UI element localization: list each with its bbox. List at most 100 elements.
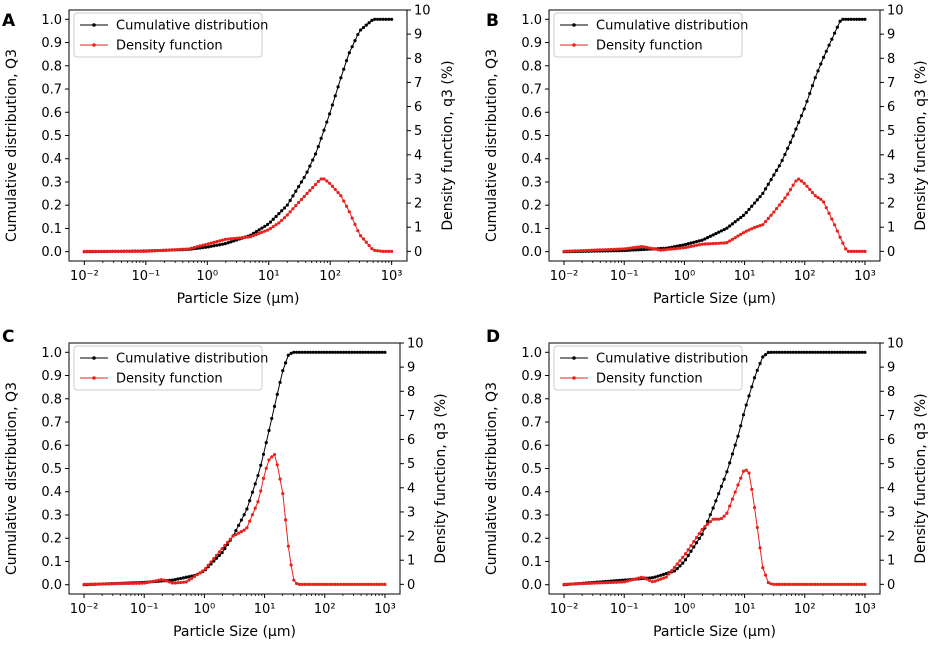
data-point xyxy=(232,236,236,241)
data-point xyxy=(841,241,845,245)
data-point xyxy=(372,350,376,354)
data-point xyxy=(747,207,751,212)
data-point xyxy=(741,469,746,473)
data-point xyxy=(620,247,624,251)
y-left-tick-label: 0.8 xyxy=(41,392,62,407)
data-point xyxy=(209,244,213,248)
data-point xyxy=(87,582,92,586)
y-right-tick-label: 1 xyxy=(407,554,415,569)
data-point xyxy=(361,350,365,354)
data-point xyxy=(728,461,732,465)
data-point xyxy=(722,227,726,232)
panel-c: C 10⁻² 10⁻¹ 10⁰ 10¹ 10² 10³ 0.0 0.1 0.2 0.3 0.4 0.5 0… xyxy=(2,327,449,640)
data-point xyxy=(364,240,368,244)
data-point xyxy=(170,248,174,252)
data-point xyxy=(717,241,721,245)
y-right-tick-label: 10 xyxy=(887,4,904,19)
data-point xyxy=(725,470,729,474)
data-point xyxy=(336,85,340,89)
data-point xyxy=(234,532,238,537)
x-axis-label: Particle Size (µm) xyxy=(177,291,300,307)
y-right-tick-label: 5 xyxy=(887,457,895,472)
data-point xyxy=(242,528,246,532)
y-right-tick-label: 4 xyxy=(887,148,895,163)
legend-swatch-marker xyxy=(572,23,576,27)
data-point xyxy=(827,582,831,586)
data-point xyxy=(733,236,737,240)
data-point xyxy=(675,562,679,566)
data-point xyxy=(570,249,574,253)
panel-b: B 10⁻² 10⁻¹ 10⁰ 10¹ 10² 10³ 0.0 0.1 0.2 0.3 0.4 0.5 0… xyxy=(484,4,929,308)
x-tick-label: 10³ xyxy=(374,602,396,617)
data-point xyxy=(122,249,126,253)
y-left-tick-label: 0.7 xyxy=(521,83,542,98)
data-point xyxy=(609,247,613,252)
data-point xyxy=(659,573,663,577)
data-point xyxy=(860,582,864,586)
data-point xyxy=(722,477,726,481)
data-point xyxy=(692,545,696,549)
data-point xyxy=(333,187,337,192)
data-point xyxy=(294,204,298,208)
data-point xyxy=(260,226,264,230)
data-point xyxy=(150,249,154,253)
data-point xyxy=(741,231,746,235)
y-right-tick-label: 6 xyxy=(407,433,415,448)
data-point xyxy=(133,249,137,253)
data-point xyxy=(384,249,388,253)
data-point xyxy=(352,582,357,586)
data-point xyxy=(863,17,867,21)
data-point xyxy=(384,17,388,21)
data-point xyxy=(725,226,729,230)
data-point xyxy=(769,213,773,217)
data-point xyxy=(617,580,621,584)
y-left-tick-label: 0.4 xyxy=(521,152,542,167)
data-point xyxy=(703,237,707,241)
legend: Cumulative distribution Density function xyxy=(553,345,748,391)
data-point xyxy=(266,222,270,227)
data-point xyxy=(678,564,682,568)
data-point xyxy=(203,566,208,571)
data-point xyxy=(313,152,318,156)
data-point xyxy=(342,199,346,203)
data-point xyxy=(297,582,301,586)
x-tick-label: 10³ xyxy=(381,269,403,284)
data-point xyxy=(367,21,371,25)
data-point xyxy=(650,576,654,580)
data-point xyxy=(203,242,208,247)
data-point xyxy=(686,242,690,246)
data-point xyxy=(711,506,715,510)
data-point xyxy=(777,164,781,168)
data-point xyxy=(322,128,326,132)
data-point xyxy=(750,204,754,208)
data-point xyxy=(148,580,152,584)
data-point xyxy=(356,229,360,233)
data-point xyxy=(708,242,712,246)
data-point xyxy=(678,246,682,250)
data-point xyxy=(263,229,267,233)
data-point xyxy=(289,351,293,355)
data-point xyxy=(126,581,130,586)
data-point xyxy=(383,582,387,586)
legend-entry: Density function xyxy=(596,372,703,387)
y-right-tick-label: 9 xyxy=(414,28,422,43)
data-point xyxy=(763,187,768,191)
data-point xyxy=(355,582,359,586)
data-point xyxy=(714,232,718,236)
x-tick-label: 10² xyxy=(794,269,816,284)
legend-entry: Density function xyxy=(116,372,223,387)
y-right-tick-label: 0 xyxy=(887,245,895,260)
y-left-tick-label: 0.6 xyxy=(521,439,542,454)
data-point xyxy=(678,243,682,248)
y-left-tick-label: 0.1 xyxy=(521,555,542,570)
data-point xyxy=(761,355,765,359)
y-right-tick-label: 5 xyxy=(887,124,895,139)
y-right-tick-label: 3 xyxy=(407,505,415,520)
legend-swatch-marker xyxy=(92,356,96,360)
data-point xyxy=(681,243,685,247)
y-left-tick-label: 0.1 xyxy=(521,222,542,237)
data-point xyxy=(601,248,605,252)
data-point xyxy=(650,580,654,584)
data-point xyxy=(672,569,677,573)
